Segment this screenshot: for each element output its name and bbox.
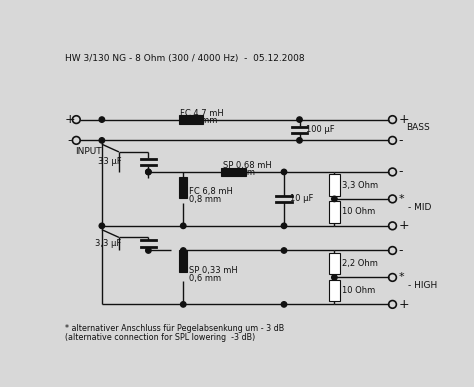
Text: 3,3 Ohm: 3,3 Ohm (342, 181, 378, 190)
Bar (221, 168, 246, 176)
Circle shape (146, 169, 151, 175)
Circle shape (181, 223, 186, 229)
Bar (179, 250, 187, 272)
Text: +: + (399, 113, 410, 126)
Text: - HIGH: - HIGH (408, 281, 437, 290)
Circle shape (146, 248, 151, 253)
Circle shape (281, 302, 287, 307)
Circle shape (332, 275, 337, 280)
Text: +: + (399, 298, 410, 311)
Text: -: - (68, 134, 73, 147)
Text: SP 0,68 mH: SP 0,68 mH (223, 161, 272, 170)
Text: 10 Ohm: 10 Ohm (342, 286, 375, 295)
Circle shape (281, 169, 287, 175)
Bar (329, 174, 340, 196)
Text: BASS: BASS (406, 123, 430, 132)
Text: 2,2 Ohm: 2,2 Ohm (342, 259, 378, 268)
Text: 1,0 mm: 1,0 mm (223, 168, 255, 177)
Text: * alternativer Anschluss für Pegelabsenkung um - 3 dB: * alternativer Anschluss für Pegelabsenk… (65, 324, 285, 333)
Text: 0,85 mm: 0,85 mm (180, 116, 218, 125)
Text: FC 6,8 mH: FC 6,8 mH (190, 187, 233, 196)
Circle shape (146, 169, 151, 175)
Text: 10 µF: 10 µF (290, 194, 314, 204)
Text: 33 µF: 33 µF (98, 158, 121, 166)
Text: SP 0,33 mH: SP 0,33 mH (190, 266, 238, 275)
Text: -: - (399, 166, 403, 178)
Circle shape (99, 138, 105, 143)
Text: HW 3/130 NG - 8 Ohm (300 / 4000 Hz)  -  05.12.2008: HW 3/130 NG - 8 Ohm (300 / 4000 Hz) - 05… (65, 54, 305, 63)
Text: -: - (399, 244, 403, 257)
Bar (329, 201, 340, 223)
Circle shape (99, 223, 105, 229)
Circle shape (297, 138, 302, 143)
Text: -: - (399, 134, 403, 147)
Text: (alternative connection for SPL lowering  -3 dB): (alternative connection for SPL lowering… (65, 333, 255, 342)
Text: FC 4,7 mH: FC 4,7 mH (180, 109, 224, 118)
Text: 100 µF: 100 µF (306, 125, 334, 134)
Text: 0,8 mm: 0,8 mm (190, 195, 221, 204)
Text: - MID: - MID (408, 203, 431, 212)
Bar (329, 253, 340, 274)
Circle shape (99, 117, 105, 122)
Circle shape (297, 117, 302, 122)
Bar (179, 176, 187, 198)
Text: +: + (65, 113, 75, 126)
Circle shape (281, 223, 287, 229)
Bar (329, 280, 340, 301)
Circle shape (181, 302, 186, 307)
Text: *: * (399, 194, 404, 204)
Text: 0,6 mm: 0,6 mm (190, 274, 221, 283)
Text: 10 Ohm: 10 Ohm (342, 207, 375, 216)
Circle shape (332, 196, 337, 202)
Text: 3,3 µF: 3,3 µF (95, 239, 121, 248)
Text: *: * (399, 272, 404, 283)
Text: +: + (399, 219, 410, 232)
Text: INPUT: INPUT (75, 147, 101, 156)
Bar (179, 115, 203, 124)
Circle shape (181, 248, 186, 253)
Circle shape (281, 248, 287, 253)
